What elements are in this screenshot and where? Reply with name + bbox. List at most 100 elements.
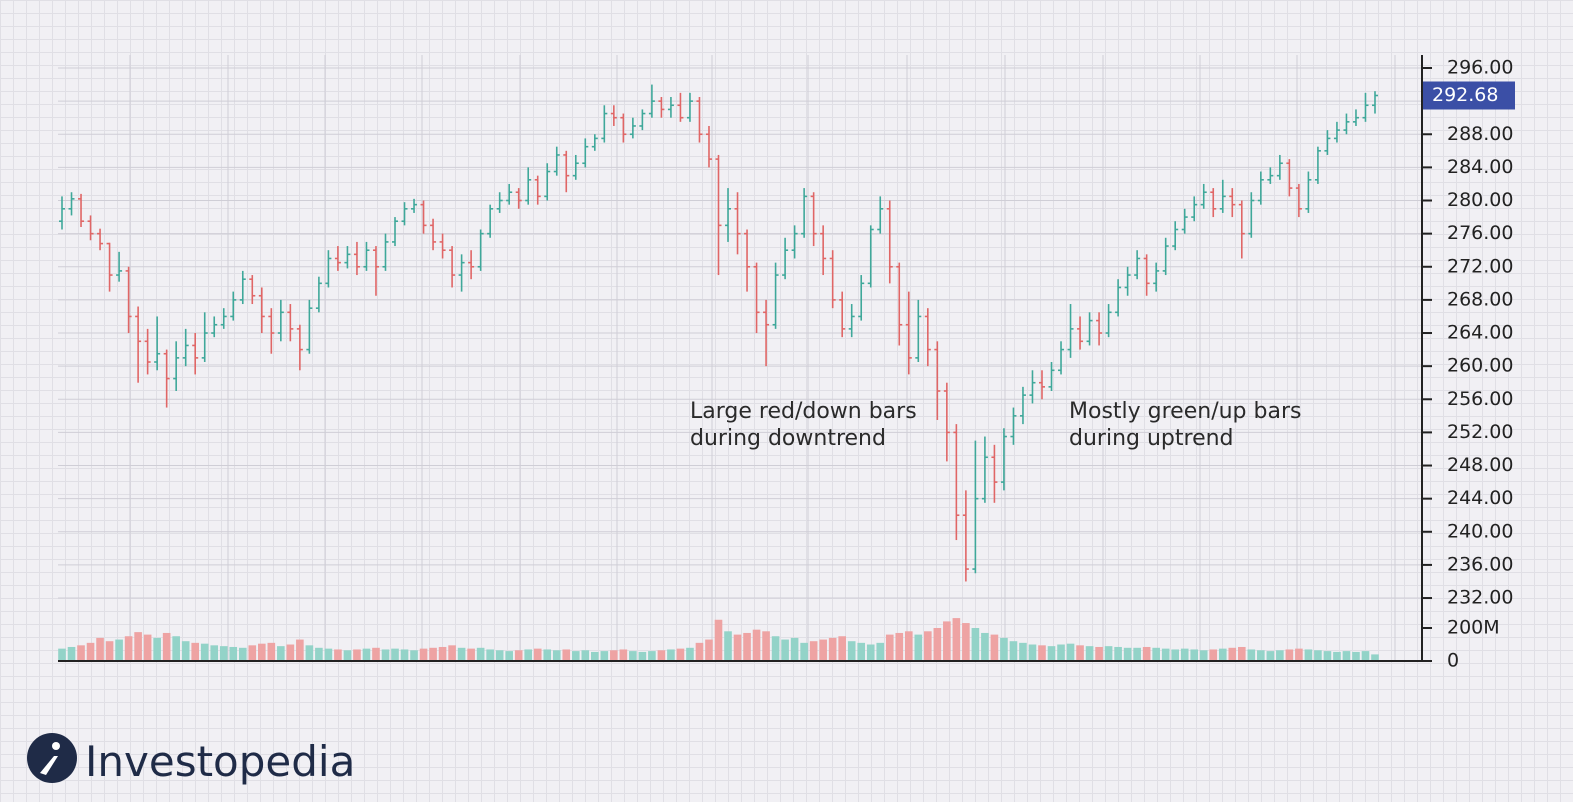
volume-bar: [1047, 646, 1056, 661]
volume-bar: [714, 619, 723, 661]
volume-bar: [1371, 654, 1379, 661]
volume-bar: [885, 634, 894, 661]
volume-bar: [524, 649, 533, 661]
volume-bar: [296, 639, 304, 661]
volume-bar: [381, 649, 390, 661]
volume-bar: [600, 651, 609, 661]
volume-bar: [1142, 646, 1151, 661]
volume-bar: [1218, 648, 1227, 661]
volume-bar: [1114, 646, 1122, 661]
volume-bar: [857, 642, 866, 661]
volume-bar: [943, 621, 951, 661]
volume-bar: [838, 636, 846, 661]
volume-bar: [1009, 641, 1018, 661]
volume-bar: [1180, 648, 1189, 661]
volume-bar: [172, 636, 180, 661]
volume-bar: [981, 632, 989, 661]
y-tick-label: 284.00: [1447, 156, 1513, 178]
volume-bar: [343, 650, 352, 661]
annotation: Mostly green/up bars: [1069, 399, 1301, 424]
volume-bar: [419, 648, 428, 661]
volume-bar: [667, 649, 675, 661]
logo-icon-stem: [40, 756, 58, 775]
volume-bar: [1019, 642, 1027, 661]
volume-bar: [1209, 649, 1218, 661]
last-price-label: 292.68: [1432, 84, 1498, 106]
volume-bar: [847, 641, 856, 661]
volume-bar: [67, 646, 76, 661]
volume-bar: [391, 648, 399, 661]
volume-bar: [1276, 650, 1284, 661]
volume-bar: [676, 648, 685, 661]
volume-bar: [429, 647, 437, 661]
volume-bar: [1066, 643, 1075, 661]
volume-bar: [695, 642, 704, 661]
volume-bar: [324, 648, 333, 661]
volume-bar: [505, 651, 513, 661]
volume-bar: [153, 637, 161, 661]
volume-bar: [1352, 651, 1360, 661]
volume-bar: [752, 629, 761, 661]
volume-bar: [457, 647, 466, 661]
volume-bar: [1314, 650, 1322, 661]
volume-bar: [400, 649, 409, 661]
volume-bar: [800, 642, 808, 661]
volume-bar: [257, 643, 266, 661]
volume-bar: [410, 650, 418, 661]
volume-bar: [353, 649, 361, 661]
volume-bar: [962, 623, 970, 661]
volume-bar: [124, 636, 133, 661]
volume-bar: [1237, 646, 1246, 661]
volume-bar: [1323, 651, 1332, 661]
volume-bar: [162, 632, 171, 661]
logo-text: Investopedia: [85, 737, 355, 786]
volume-bar: [686, 647, 694, 661]
volume-bar: [1000, 637, 1008, 661]
annotation: Large red/down bars: [690, 399, 917, 424]
volume-bar: [933, 628, 942, 661]
volume-bar: [1038, 645, 1046, 661]
volume-bar: [210, 645, 219, 661]
volume-bar: [1095, 646, 1103, 661]
volume-bar: [238, 647, 247, 661]
volume-bar: [219, 646, 228, 661]
volume-tick-label: 200M: [1447, 617, 1500, 639]
volume-bar: [115, 639, 123, 661]
plot: 232.00 236.00 240.00 244.00 248.00 252.00 256.…: [58, 57, 1515, 672]
logo-icon-dot: [52, 742, 60, 750]
volume-bar: [895, 632, 904, 661]
volume-bar: [105, 641, 114, 661]
volume-bar: [638, 651, 647, 661]
volume-bar: [1028, 644, 1037, 661]
volume-bar: [1085, 646, 1094, 661]
y-tick-label: 248.00: [1447, 454, 1513, 476]
volume-bar: [372, 647, 380, 661]
volume-bar: [809, 641, 818, 661]
logo-icon: [27, 733, 77, 783]
volume-bar: [952, 618, 961, 661]
volume-bar: [876, 642, 885, 661]
y-tick-label: 272.00: [1447, 255, 1513, 277]
volume-bar: [467, 648, 475, 661]
volume-bar: [543, 649, 552, 661]
volume-bar: [1123, 647, 1132, 661]
volume-bar: [267, 642, 276, 661]
volume-bar: [1171, 649, 1180, 661]
volume-bar: [1161, 648, 1170, 661]
volume-bar: [914, 634, 923, 661]
y-tick-label: 268.00: [1447, 288, 1513, 310]
volume-bar: [533, 648, 542, 661]
volume-bar: [648, 651, 656, 661]
volume-bar: [1199, 650, 1208, 661]
volume-bar: [1361, 651, 1370, 661]
volume-bar: [619, 649, 628, 661]
volume-bar: [476, 647, 485, 661]
volume-bar: [552, 650, 561, 661]
volume-bar: [1342, 651, 1351, 661]
volume-bar: [1152, 647, 1160, 661]
volume-bar: [743, 632, 751, 661]
volume-bar: [362, 648, 371, 661]
volume-bar: [790, 637, 799, 661]
y-tick-label: 276.00: [1447, 222, 1513, 244]
